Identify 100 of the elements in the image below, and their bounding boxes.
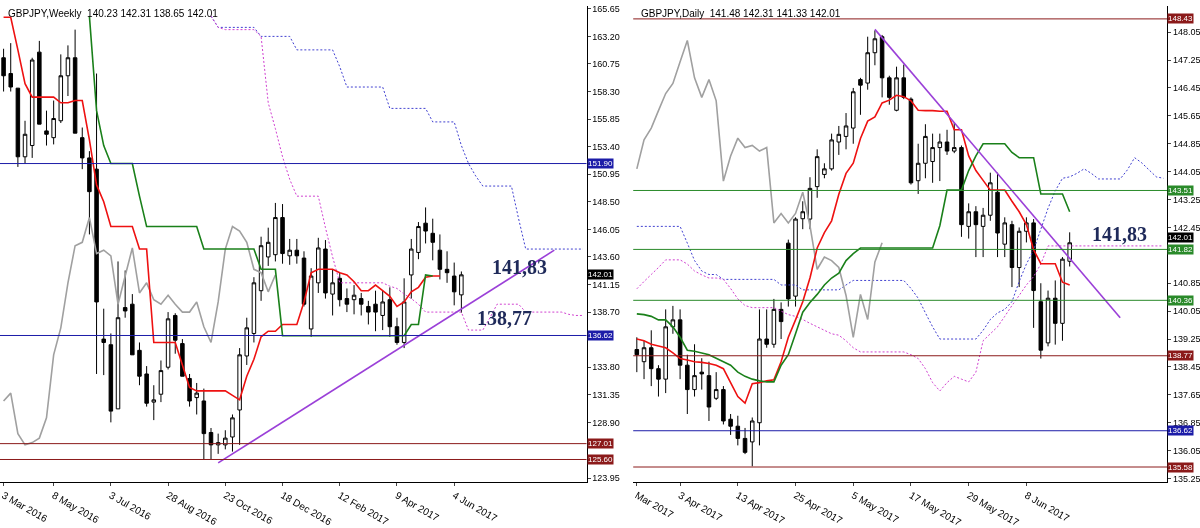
candlestick bbox=[316, 237, 321, 294]
x-tick-label: 13 Apr 2017 bbox=[734, 489, 787, 527]
candlestick bbox=[409, 238, 414, 300]
candlestick bbox=[915, 143, 921, 195]
x-tick-label: 25 Apr 2017 bbox=[792, 489, 845, 527]
candlestick bbox=[194, 382, 199, 415]
y-tick-label: 138.70 bbox=[592, 307, 620, 318]
ref-line-label: 140.36 bbox=[1168, 296, 1194, 305]
candlestick bbox=[814, 148, 820, 199]
candlestick bbox=[451, 262, 457, 306]
candlestick bbox=[930, 133, 935, 184]
candlestick bbox=[344, 287, 350, 313]
candlestick bbox=[692, 343, 697, 398]
y-tick-label: 123.95 bbox=[592, 473, 620, 484]
line-series bbox=[636, 157, 1164, 340]
x-tick-label: 8 Jun 2017 bbox=[1022, 489, 1072, 525]
candlestick bbox=[265, 227, 271, 267]
y-tick-label: 128.90 bbox=[592, 417, 620, 428]
annotation: 138,77 bbox=[477, 307, 532, 329]
candlestick bbox=[237, 347, 242, 446]
x-tick-label: 23 Oct 2016 bbox=[221, 489, 275, 527]
y-tick-label: 148.50 bbox=[592, 196, 620, 207]
candlestick bbox=[1052, 279, 1058, 346]
candlestick bbox=[1009, 220, 1015, 288]
x-tick-label: 3 Jul 2016 bbox=[107, 489, 154, 523]
candlestick bbox=[966, 202, 971, 240]
y-tick-label: 141.15 bbox=[592, 279, 620, 290]
candlestick bbox=[273, 202, 278, 262]
candlestick bbox=[923, 123, 928, 179]
candlestick bbox=[44, 110, 49, 147]
candlestick bbox=[663, 308, 668, 394]
candlestick bbox=[430, 218, 435, 261]
candlestick bbox=[280, 203, 285, 265]
candlestick bbox=[223, 429, 228, 450]
candlestick bbox=[65, 44, 71, 97]
ref-line-label: 127.01 bbox=[588, 439, 614, 448]
candlestick bbox=[144, 365, 149, 408]
candlestick bbox=[101, 308, 106, 376]
y-tick-label: 144.05 bbox=[1172, 166, 1200, 177]
candlestick bbox=[749, 416, 755, 467]
text: 142.01 bbox=[1168, 233, 1194, 242]
ref-line-label: 136.62 bbox=[588, 331, 614, 340]
y-tick-label: 131.35 bbox=[592, 389, 620, 400]
candlestick bbox=[172, 312, 178, 355]
y-tick-label: 140.05 bbox=[1172, 306, 1200, 317]
candlestick bbox=[37, 40, 42, 125]
y-tick-label: 145.65 bbox=[1172, 111, 1200, 121]
candlestick bbox=[843, 112, 849, 150]
candlestick bbox=[380, 290, 385, 331]
candlestick bbox=[850, 87, 856, 145]
x-tick-label: 8 May 2016 bbox=[50, 489, 102, 526]
y-tick-label: 155.85 bbox=[592, 114, 620, 125]
line-series bbox=[636, 142, 1071, 383]
y-tick-label: 160.75 bbox=[592, 59, 620, 70]
candlestick bbox=[728, 413, 733, 436]
candlestick bbox=[887, 75, 892, 106]
x-tick-label: 9 Apr 2017 bbox=[393, 489, 442, 524]
candlestick bbox=[829, 133, 834, 172]
candlestick bbox=[459, 270, 464, 314]
candlestick bbox=[901, 64, 907, 100]
candlestick bbox=[980, 207, 986, 258]
y-tick-label: 158.30 bbox=[592, 86, 620, 97]
line-series bbox=[210, 15, 584, 331]
candlestick bbox=[988, 172, 993, 222]
candlestick bbox=[323, 239, 328, 300]
x-tick-label: 3 Mar 2016 bbox=[0, 489, 50, 525]
candlestick bbox=[951, 121, 957, 154]
candlestick bbox=[373, 290, 378, 332]
candlestick bbox=[351, 284, 357, 315]
y-tick-label: 133.80 bbox=[592, 362, 620, 373]
ref-line-label: 135.58 bbox=[1168, 463, 1194, 472]
candlestick bbox=[80, 127, 85, 170]
ref-line-label: 141.82 bbox=[1168, 245, 1194, 254]
x-tick-label: 12 Feb 2017 bbox=[336, 489, 391, 528]
line-series bbox=[636, 39, 883, 339]
y-tick-label: 136.85 bbox=[1172, 417, 1200, 428]
candlestick bbox=[401, 277, 407, 349]
candlestick bbox=[58, 53, 64, 124]
y-tick-label: 148.05 bbox=[1172, 27, 1200, 38]
line-series bbox=[2, 216, 277, 446]
chart-title: GBPJPY,Weekly 140.23 142.31 138.65 142.01 bbox=[8, 8, 219, 19]
candlestick bbox=[699, 357, 705, 391]
candlestick bbox=[423, 206, 428, 244]
y-tick-label: 165.65 bbox=[592, 3, 620, 14]
candlestick bbox=[230, 413, 235, 453]
candlestick bbox=[1002, 216, 1008, 258]
y-tick-label: 142.45 bbox=[1172, 222, 1200, 233]
candlestick bbox=[858, 77, 863, 116]
candlestick bbox=[244, 317, 250, 366]
candlestick bbox=[685, 354, 690, 415]
candlestick bbox=[959, 144, 964, 238]
candlestick bbox=[366, 300, 371, 325]
candlestick bbox=[648, 329, 654, 387]
x-tick-label: 29 May 2017 bbox=[965, 489, 1022, 528]
candlestick bbox=[995, 172, 1000, 258]
candlestick bbox=[94, 73, 99, 375]
candlestick bbox=[72, 29, 78, 134]
candlestick bbox=[158, 359, 164, 403]
candlestick bbox=[836, 125, 842, 156]
y-tick-label: 163.20 bbox=[592, 31, 620, 42]
